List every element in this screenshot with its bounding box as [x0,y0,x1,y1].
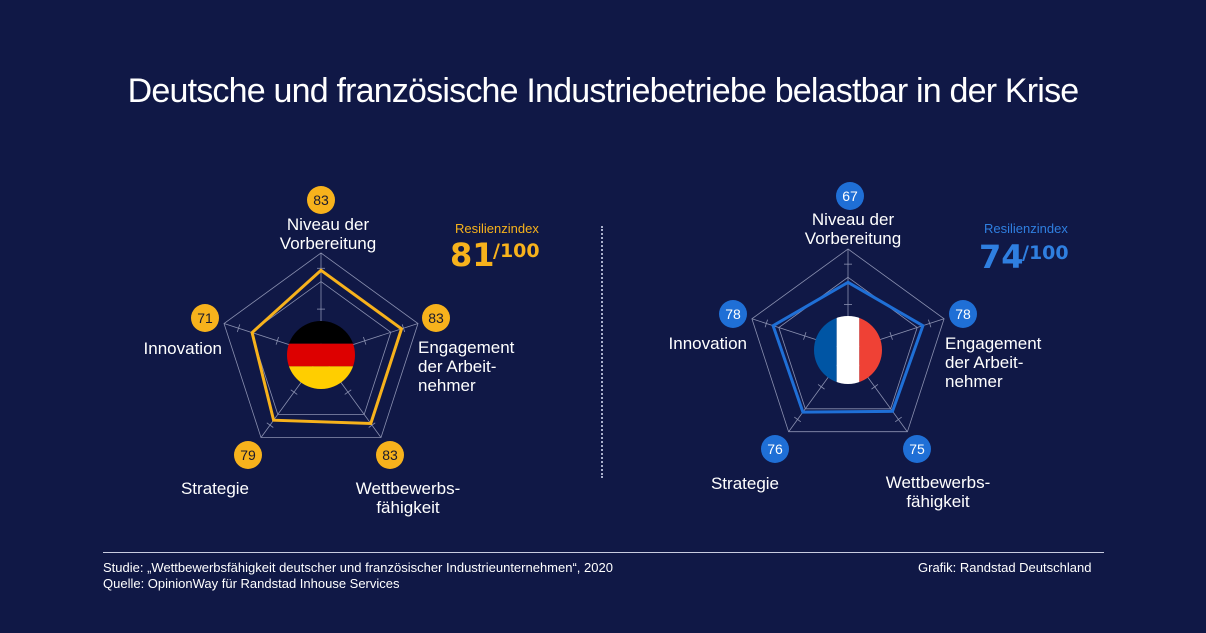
grid-tick [803,332,807,340]
category-label: Innovation [144,339,222,358]
grid-ring [778,276,918,410]
de-resilience-max: /100 [493,240,540,262]
value-badge [307,186,335,214]
fr-resilience-label: Resilienzindex [984,221,1068,236]
grid-tick [401,324,406,333]
footer-source: Quelle: OpinionWay für Randstad Inhouse … [103,576,400,591]
grid-tick [817,384,825,390]
value-label: 71 [197,310,213,326]
value-label: 83 [313,192,329,208]
chart-divider [601,226,603,478]
value-badge [903,435,931,463]
series-line [771,280,925,414]
value-label: 83 [428,310,444,326]
value-badge [191,304,219,332]
de-resilience-label: Resilienzindex [455,221,539,236]
value-label: 83 [382,447,398,463]
value-badge [949,300,977,328]
grid-tick [363,336,367,345]
grid-tick [344,389,352,395]
category-label: Strategie [181,479,249,498]
germany-flag [287,321,355,389]
grid-tick [894,416,902,423]
france-flag [814,316,882,384]
value-label: 78 [955,306,971,322]
value-badge [761,435,789,463]
category-label: Engagement der Arbeit-nehmer [945,334,1042,391]
grid-tick [236,324,241,333]
grid-ring [751,248,945,433]
category-label: Engagement der Arbeit-nehmer [418,338,515,395]
fr-resilience-max: /100 [1022,242,1069,264]
footer-study: Studie: „Wettbewerbsfähigkeit deutscher … [103,560,613,575]
grid-tick [266,422,274,428]
value-badge [719,300,747,328]
value-label: 78 [725,306,741,322]
value-badge [836,182,864,210]
value-badge [234,441,262,469]
fr-resilience-value: 74 [979,238,1024,276]
category-label: Innovation [669,334,747,353]
category-label: Strategie [711,474,779,493]
grid-tick [889,332,893,340]
value-label: 76 [767,441,783,457]
grid-tick [794,416,802,423]
footer-credit: Grafik: Randstad Deutschland [918,560,1092,575]
value-label: 79 [240,447,256,463]
value-label: 67 [842,188,858,204]
category-label: Niveau der Vorbereitung [805,210,901,248]
page-title: Deutsche und französische Industriebetri… [127,72,1080,110]
grid-tick [928,319,932,328]
grid-tick [275,336,279,345]
category-label: Niveau der Vorbereitung [280,215,376,253]
category-label: Wettbewerbs-fähigkeit [356,479,461,517]
germany-radar-chart: 83 83 83 79 71 Niveau der Vorbereitung Engageme… [144,186,515,517]
series-line [250,268,404,426]
grid-tick [764,319,768,328]
footer-divider [103,552,1104,553]
value-badge [422,304,450,332]
de-resilience-value: 81 [450,236,495,274]
value-label: 75 [909,441,925,457]
grid-ring [223,252,419,438]
grid-tick [871,384,879,390]
france-radar-chart: 67 78 75 76 78 Niveau der Vorbereitung Engageme… [669,182,1042,511]
grid-tick [290,389,298,395]
grid-tick [368,422,376,428]
category-label: Wettbewerbs-fähigkeit [886,473,991,511]
value-badge [376,441,404,469]
